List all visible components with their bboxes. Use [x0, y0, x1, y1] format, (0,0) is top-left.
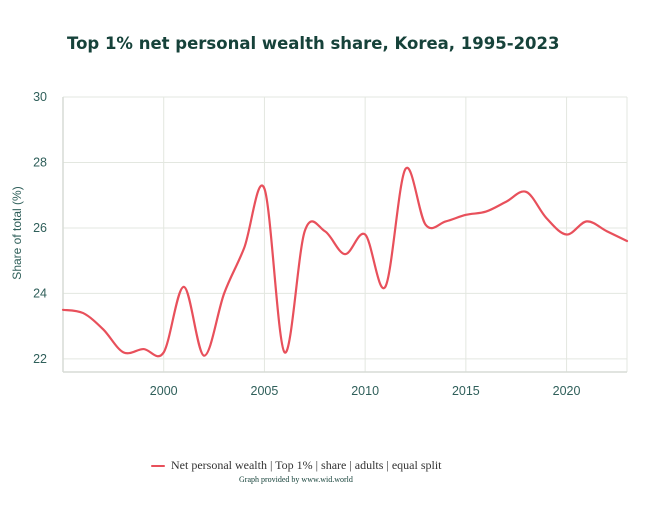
data-point	[61, 308, 65, 312]
data-point	[222, 291, 226, 295]
data-point	[323, 229, 327, 233]
data-point	[544, 216, 548, 220]
x-tick-label: 2020	[553, 384, 581, 398]
data-point	[504, 200, 508, 204]
y-axis-label: Share of total (%)	[10, 186, 24, 279]
series-layer	[61, 166, 629, 358]
data-point	[484, 210, 488, 214]
data-point	[524, 190, 528, 194]
data-point	[605, 229, 609, 233]
data-point	[162, 350, 166, 354]
y-tick-labels: 22 24 26 28 30	[33, 90, 47, 366]
data-point	[121, 350, 125, 354]
data-point	[625, 239, 629, 243]
legend-label: Net personal wealth | Top 1% | share | a…	[171, 458, 442, 472]
x-tick-label: 2015	[452, 384, 480, 398]
data-point	[101, 327, 105, 331]
data-point	[81, 311, 85, 315]
y-tick-label: 28	[33, 155, 47, 169]
grid-lines	[63, 96, 628, 372]
y-tick-label: 24	[33, 286, 47, 300]
data-point	[424, 223, 428, 227]
data-point	[283, 350, 287, 354]
data-point	[242, 246, 246, 250]
data-point	[202, 354, 206, 358]
x-tick-label: 2000	[150, 384, 178, 398]
series-line	[61, 166, 629, 358]
x-tick-label: 2005	[251, 384, 279, 398]
data-point	[464, 213, 468, 217]
data-point	[585, 219, 589, 223]
credit-note: Graph provided by www.wid.world	[239, 475, 353, 484]
data-point	[565, 233, 569, 237]
data-point	[444, 219, 448, 223]
chart-title: Top 1% net personal wealth share, Korea,…	[67, 34, 560, 53]
data-point	[262, 187, 266, 191]
data-point	[363, 233, 367, 237]
data-point	[403, 167, 407, 171]
data-point	[142, 347, 146, 351]
y-tick-label: 22	[33, 352, 47, 366]
y-tick-label: 30	[33, 90, 47, 104]
y-tick-label: 26	[33, 221, 47, 235]
axes	[62, 97, 627, 373]
x-tick-label: 2010	[351, 384, 379, 398]
x-tick-labels: 2000 2005 2010 2015 2020	[150, 384, 581, 398]
legend-swatch	[151, 464, 165, 467]
legend[interactable]: Net personal wealth | Top 1% | share | a…	[151, 458, 442, 473]
data-point	[303, 229, 307, 233]
data-point	[182, 285, 186, 289]
data-point	[383, 285, 387, 289]
data-point	[343, 252, 347, 256]
